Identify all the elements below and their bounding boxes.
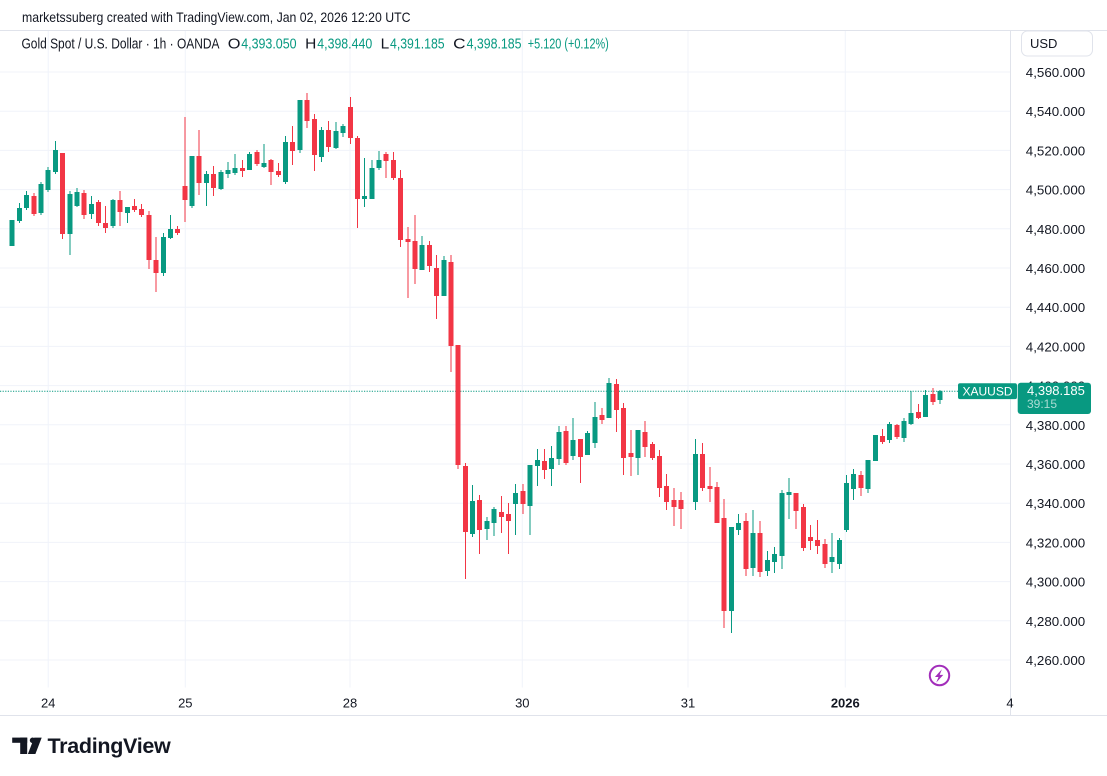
svg-text:4,380.000: 4,380.000	[1026, 418, 1085, 433]
svg-text:XAUUSD: XAUUSD	[962, 385, 1012, 399]
svg-text:25: 25	[178, 695, 192, 710]
svg-text:2026: 2026	[831, 695, 860, 710]
svg-text:4,460.000: 4,460.000	[1026, 261, 1085, 276]
svg-text:24: 24	[41, 695, 55, 710]
svg-text:4,440.000: 4,440.000	[1026, 300, 1085, 315]
svg-text:4,320.000: 4,320.000	[1026, 535, 1085, 550]
svg-text:39:15: 39:15	[1027, 397, 1057, 411]
svg-text:USD: USD	[1030, 36, 1057, 51]
svg-text:4,500.000: 4,500.000	[1026, 183, 1085, 198]
svg-text:30: 30	[515, 695, 529, 710]
svg-text:4,398.185: 4,398.185	[1027, 383, 1085, 398]
svg-text:4,340.000: 4,340.000	[1026, 496, 1085, 511]
svg-text:4,520.000: 4,520.000	[1026, 143, 1085, 158]
svg-text:4,260.000: 4,260.000	[1026, 653, 1085, 668]
svg-text:4,420.000: 4,420.000	[1026, 339, 1085, 354]
svg-text:Gold Spot / U.S. Dollar · 1h ·: Gold Spot / U.S. Dollar · 1h · OANDA O4,…	[22, 37, 609, 53]
svg-text:4: 4	[1006, 695, 1013, 710]
svg-text:4,560.000: 4,560.000	[1026, 65, 1085, 80]
svg-text:4,300.000: 4,300.000	[1026, 575, 1085, 590]
svg-text:4,360.000: 4,360.000	[1026, 457, 1085, 472]
svg-text:4,540.000: 4,540.000	[1026, 104, 1085, 119]
svg-text:31: 31	[681, 695, 695, 710]
svg-text:28: 28	[343, 695, 357, 710]
svg-text:4,280.000: 4,280.000	[1026, 614, 1085, 629]
svg-text:4,480.000: 4,480.000	[1026, 222, 1085, 237]
svg-text:TradingView: TradingView	[48, 734, 172, 758]
svg-text:marketssuberg created with Tra: marketssuberg created with TradingView.c…	[22, 9, 411, 25]
